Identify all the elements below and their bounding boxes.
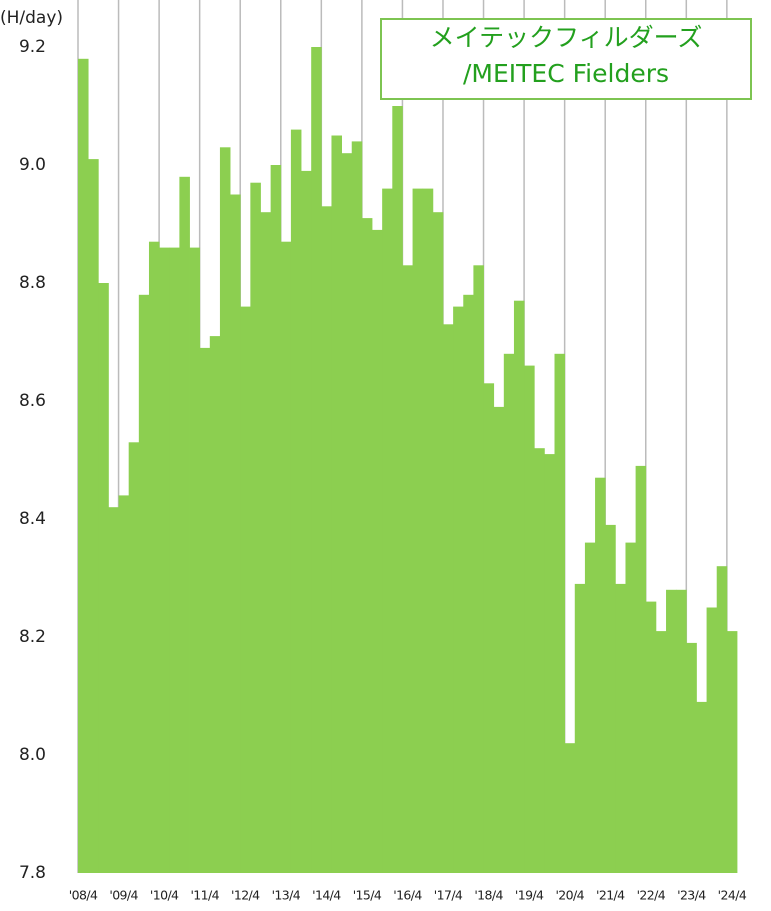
bar — [696, 701, 707, 873]
y-tick-label: 8.2 — [19, 627, 46, 647]
bar — [666, 589, 677, 873]
bar — [88, 159, 99, 874]
bar — [118, 495, 130, 873]
bar — [503, 353, 515, 873]
y-tick-label: 8.8 — [19, 273, 46, 293]
bar — [250, 182, 261, 873]
x-tick-label: '17/4 — [434, 888, 463, 903]
bar — [635, 465, 647, 873]
bar — [716, 566, 728, 873]
x-tick-label: '16/4 — [393, 888, 422, 903]
y-tick-label: 9.2 — [19, 37, 46, 57]
bar — [280, 241, 292, 873]
bar — [189, 247, 201, 874]
bar — [524, 365, 535, 873]
bar — [148, 241, 160, 873]
x-tick-label: '18/4 — [474, 888, 503, 903]
bar — [463, 294, 474, 873]
y-tick-label: 8.0 — [19, 745, 46, 765]
bar — [219, 147, 231, 874]
bar — [361, 218, 373, 874]
bar — [442, 324, 454, 873]
bar — [331, 135, 342, 873]
x-tick-label: '20/4 — [555, 888, 584, 903]
bar — [230, 194, 241, 873]
x-tick-label: '14/4 — [312, 888, 341, 903]
bar — [98, 283, 109, 873]
bar — [159, 247, 170, 874]
bar — [179, 176, 190, 874]
bar — [199, 347, 211, 873]
bar — [311, 47, 322, 873]
bar — [138, 294, 150, 873]
x-tick-label: '10/4 — [150, 888, 179, 903]
bar — [422, 188, 434, 874]
bar — [432, 212, 444, 873]
bar — [605, 524, 616, 873]
bar — [554, 353, 566, 873]
bar — [564, 743, 576, 873]
bar — [513, 300, 525, 873]
bar — [240, 306, 251, 874]
x-tick-label: '21/4 — [596, 888, 625, 903]
bar — [584, 542, 596, 873]
bar — [402, 265, 413, 873]
y-axis-label: (H/day) — [0, 8, 63, 28]
x-tick-label: '12/4 — [231, 888, 260, 903]
bar — [108, 507, 119, 873]
y-tick-label: 8.4 — [19, 509, 46, 529]
bar — [645, 601, 657, 873]
bar — [706, 607, 718, 873]
bar — [351, 141, 363, 873]
bar — [686, 642, 697, 873]
bar — [128, 442, 140, 873]
bar — [169, 247, 180, 874]
bar — [270, 165, 282, 873]
bar — [534, 448, 545, 873]
bar — [392, 106, 403, 873]
bar — [615, 583, 626, 873]
bar — [301, 170, 312, 873]
x-tick-label: '24/4 — [718, 888, 747, 903]
x-tick-label: '22/4 — [637, 888, 666, 903]
legend: メイテックフィルダーズ /MEITEC Fielders — [380, 18, 752, 100]
y-tick-label: 7.8 — [19, 863, 46, 883]
bar — [453, 306, 464, 874]
bar — [625, 542, 637, 873]
bar — [595, 477, 606, 873]
bar — [726, 631, 738, 873]
bar — [321, 206, 332, 874]
y-tick-label: 9.0 — [19, 155, 46, 175]
x-tick-label: '19/4 — [515, 888, 544, 903]
bar — [574, 583, 586, 873]
bar — [382, 188, 393, 874]
x-tick-label: '11/4 — [190, 888, 219, 903]
bar — [412, 188, 424, 874]
x-tick-label: '23/4 — [677, 888, 706, 903]
y-tick-label: 8.6 — [19, 391, 46, 411]
bar — [676, 589, 687, 873]
x-tick-label: '15/4 — [353, 888, 382, 903]
bar — [260, 212, 272, 873]
bar — [493, 406, 505, 873]
bar — [209, 336, 221, 874]
bar — [473, 265, 484, 873]
x-tick-label: '08/4 — [69, 888, 98, 903]
bar — [372, 229, 383, 873]
bar — [544, 454, 555, 873]
bar — [483, 383, 495, 873]
bar — [655, 631, 667, 873]
bar — [78, 58, 89, 874]
bar — [290, 129, 302, 874]
bar — [341, 153, 353, 873]
x-tick-label: '13/4 — [272, 888, 301, 903]
x-tick-label: '09/4 — [109, 888, 138, 903]
